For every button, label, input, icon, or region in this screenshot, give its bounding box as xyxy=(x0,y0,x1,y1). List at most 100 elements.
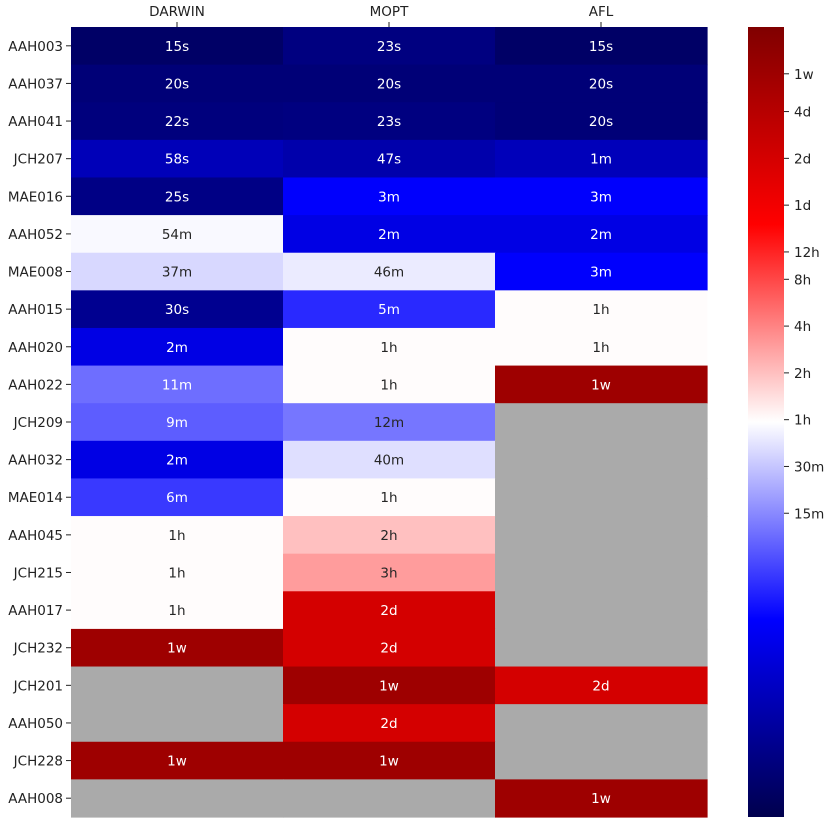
cell-label: 2m xyxy=(378,227,400,243)
cell-label: 2m xyxy=(590,227,612,243)
row-label: JCH201 xyxy=(13,678,63,694)
cell-label: 22s xyxy=(165,114,189,130)
cell-label: 1w xyxy=(591,377,611,393)
heatmap-cell xyxy=(283,553,496,592)
cell-label: 1w xyxy=(379,678,399,694)
cell-label: 12m xyxy=(374,415,404,431)
heatmap-cell xyxy=(71,628,284,668)
cell-label: 1h xyxy=(592,302,609,318)
heatmap-cell xyxy=(495,591,708,630)
cell-label: 1w xyxy=(167,754,187,770)
row-label: AAH037 xyxy=(8,76,63,92)
cell-label: 3m xyxy=(378,189,400,205)
heatmap-cell xyxy=(495,666,708,705)
heatmap-cell xyxy=(283,591,496,630)
cell-label: 1m xyxy=(590,152,612,168)
heatmap-cell xyxy=(495,779,708,818)
heatmap-cell xyxy=(495,478,708,517)
cell-label: 15s xyxy=(589,39,613,55)
row-label: AAH052 xyxy=(8,227,63,243)
heatmap-cell xyxy=(71,666,284,705)
cell-label: 3m xyxy=(590,189,612,205)
heatmap-cell xyxy=(71,553,284,592)
cell-label: 47s xyxy=(377,152,401,168)
cell-label: 5m xyxy=(378,302,400,318)
cell-label: 23s xyxy=(377,114,401,130)
column-label: DARWIN xyxy=(149,4,205,20)
heatmap-cell xyxy=(71,704,284,743)
cell-label: 23s xyxy=(377,39,401,55)
heatmap-cell xyxy=(283,440,496,480)
heatmap-cell xyxy=(495,516,708,555)
row-label: AAH032 xyxy=(8,453,63,469)
cell-label: 58s xyxy=(165,152,189,168)
heatmap-cell xyxy=(283,628,496,668)
cell-label: 54m xyxy=(162,227,192,243)
cell-label: 2d xyxy=(380,641,397,657)
heatmap-cell xyxy=(495,628,708,668)
cell-label: 1h xyxy=(380,490,397,506)
heatmap-cell xyxy=(71,516,284,555)
heatmap-cell xyxy=(71,290,284,329)
heatmap-cell xyxy=(283,327,496,367)
row-label: JCH232 xyxy=(13,641,63,657)
row-label: JCH209 xyxy=(13,415,63,431)
row-label: AAH045 xyxy=(8,528,63,544)
cell-label: 1h xyxy=(168,565,185,581)
cell-label: 11m xyxy=(162,377,192,393)
cell-label: 40m xyxy=(374,453,404,469)
heatmap-cell xyxy=(495,403,708,442)
column-label: MOPT xyxy=(370,4,409,20)
cell-label: 1h xyxy=(380,340,397,356)
cell-label: 2m xyxy=(166,453,188,469)
heatmap-cell xyxy=(71,27,284,66)
colorbar-tick-label: 15m xyxy=(794,506,824,522)
column-label: AFL xyxy=(589,4,614,20)
heatmap-cell xyxy=(283,102,496,141)
colorbar xyxy=(748,27,784,817)
colorbar-tick-label: 1d xyxy=(794,198,811,214)
heatmap-cell xyxy=(495,27,708,66)
colorbar-tick-label: 4h xyxy=(794,319,811,335)
heatmap-cell xyxy=(495,327,708,367)
heatmap-cell xyxy=(283,516,496,555)
colorbar-tick-label: 1w xyxy=(794,67,814,83)
row-label: AAH003 xyxy=(8,39,63,55)
cell-label: 1h xyxy=(592,340,609,356)
colorbar-tick-label: 2h xyxy=(794,366,811,382)
row-label: AAH022 xyxy=(8,377,63,393)
cell-label: 1h xyxy=(168,603,185,619)
colorbar-tick-label: 4d xyxy=(794,105,811,121)
heatmap-cell xyxy=(283,215,496,254)
heatmap-cell xyxy=(495,64,708,103)
cell-label: 15s xyxy=(165,39,189,55)
row-label: AAH020 xyxy=(8,340,63,356)
colorbar-tick-label: 30m xyxy=(794,459,824,475)
cell-label: 25s xyxy=(165,189,189,205)
heatmap-cell xyxy=(283,252,496,291)
cell-label: 1w xyxy=(591,791,611,807)
cell-label: 1h xyxy=(168,528,185,544)
cell-label: 20s xyxy=(589,114,613,130)
heatmap-cell xyxy=(495,553,708,592)
cell-label: 2h xyxy=(380,528,397,544)
row-label: MAE016 xyxy=(8,189,63,205)
cell-label: 20s xyxy=(165,76,189,92)
heatmap-cell xyxy=(283,27,496,66)
heatmap-cell xyxy=(71,102,284,141)
cell-label: 3h xyxy=(380,565,397,581)
heatmap-cell xyxy=(283,403,496,442)
heatmap-cell xyxy=(495,252,708,291)
cell-label: 2m xyxy=(166,340,188,356)
heatmap-cell xyxy=(71,64,284,103)
row-label: MAE014 xyxy=(8,490,63,506)
heatmap-cell xyxy=(283,666,496,705)
heatmap-cell xyxy=(495,139,708,179)
row-label: JCH207 xyxy=(13,152,63,168)
colorbar-tick-label: 1h xyxy=(794,413,811,429)
cell-label: 9m xyxy=(166,415,188,431)
cell-label: 20s xyxy=(377,76,401,92)
heatmap-cell xyxy=(71,177,284,216)
heatmap-cell xyxy=(71,478,284,517)
